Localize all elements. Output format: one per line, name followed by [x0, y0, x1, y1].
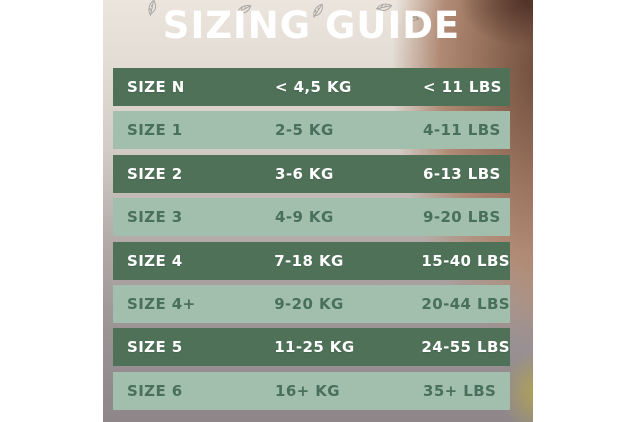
table-row: SIZE 3 4-9 KG 9-20 LBS: [113, 198, 510, 237]
kg-cell: 9-20 KG: [274, 294, 344, 313]
lbs-cell: 15-40 LBS: [421, 251, 510, 270]
lbs-cell: 20-44 LBS: [421, 294, 510, 313]
size-cell: SIZE 6: [127, 381, 183, 400]
lbs-cell: 9-20 LBS: [423, 208, 501, 227]
leaf-doodle-icon: [313, 3, 323, 19]
table-row: SIZE 2 3-6 KG 6-13 LBS: [113, 154, 510, 193]
kg-cell: 16+ KG: [275, 381, 341, 400]
kg-cell: 11-25 KG: [274, 338, 355, 357]
size-cell: SIZE 4: [127, 251, 183, 270]
table-row: SIZE N < 4,5 KG < 11 LBS: [113, 68, 510, 106]
size-cell: SIZE N: [127, 78, 185, 96]
leaf-doodle-icon: [375, 3, 393, 11]
kg-cell: 4-9 KG: [275, 208, 334, 227]
lbs-cell: < 11 LBS: [423, 78, 502, 96]
kg-cell: 3-6 KG: [275, 164, 334, 183]
kg-cell: 7-18 KG: [274, 251, 344, 270]
leaf-doodle-icon: [236, 5, 252, 14]
kg-cell: < 4,5 KG: [275, 78, 352, 96]
lbs-cell: 6-13 LBS: [423, 164, 501, 183]
table-row: SIZE 5 11-25 KG 24-55 LBS: [113, 328, 510, 367]
table-row: SIZE 4+ 9-20 KG 20-44 LBS: [113, 284, 510, 323]
sizing-table: SIZE N < 4,5 KG < 11 LBS SIZE 1 2-5 KG 4-11 L…: [113, 68, 510, 410]
leaf-doodle-icon: [404, 13, 420, 21]
table-row: SIZE 1 2-5 KG 4-11 LBS: [113, 111, 510, 150]
lbs-cell: 24-55 LBS: [421, 338, 510, 357]
size-cell: SIZE 1: [127, 121, 183, 140]
background-photo: SIZING GUIDE SIZE N < 4,5 KG < 11 LBS SIZE …: [103, 0, 533, 422]
table-row: SIZE 4 7-18 KG 15-40 LBS: [113, 241, 510, 280]
size-cell: SIZE 5: [127, 338, 183, 357]
kg-cell: 2-5 KG: [275, 121, 334, 140]
size-cell: SIZE 2: [127, 164, 183, 183]
lbs-cell: 4-11 LBS: [423, 121, 501, 140]
lbs-cell: 35+ LBS: [423, 381, 497, 400]
size-cell: SIZE 4+: [127, 294, 196, 313]
leaf-doodle-icon: [148, 0, 157, 17]
size-cell: SIZE 3: [127, 208, 183, 227]
page-title: SIZING GUIDE: [162, 4, 461, 47]
table-row: SIZE 6 16+ KG 35+ LBS: [113, 371, 510, 410]
